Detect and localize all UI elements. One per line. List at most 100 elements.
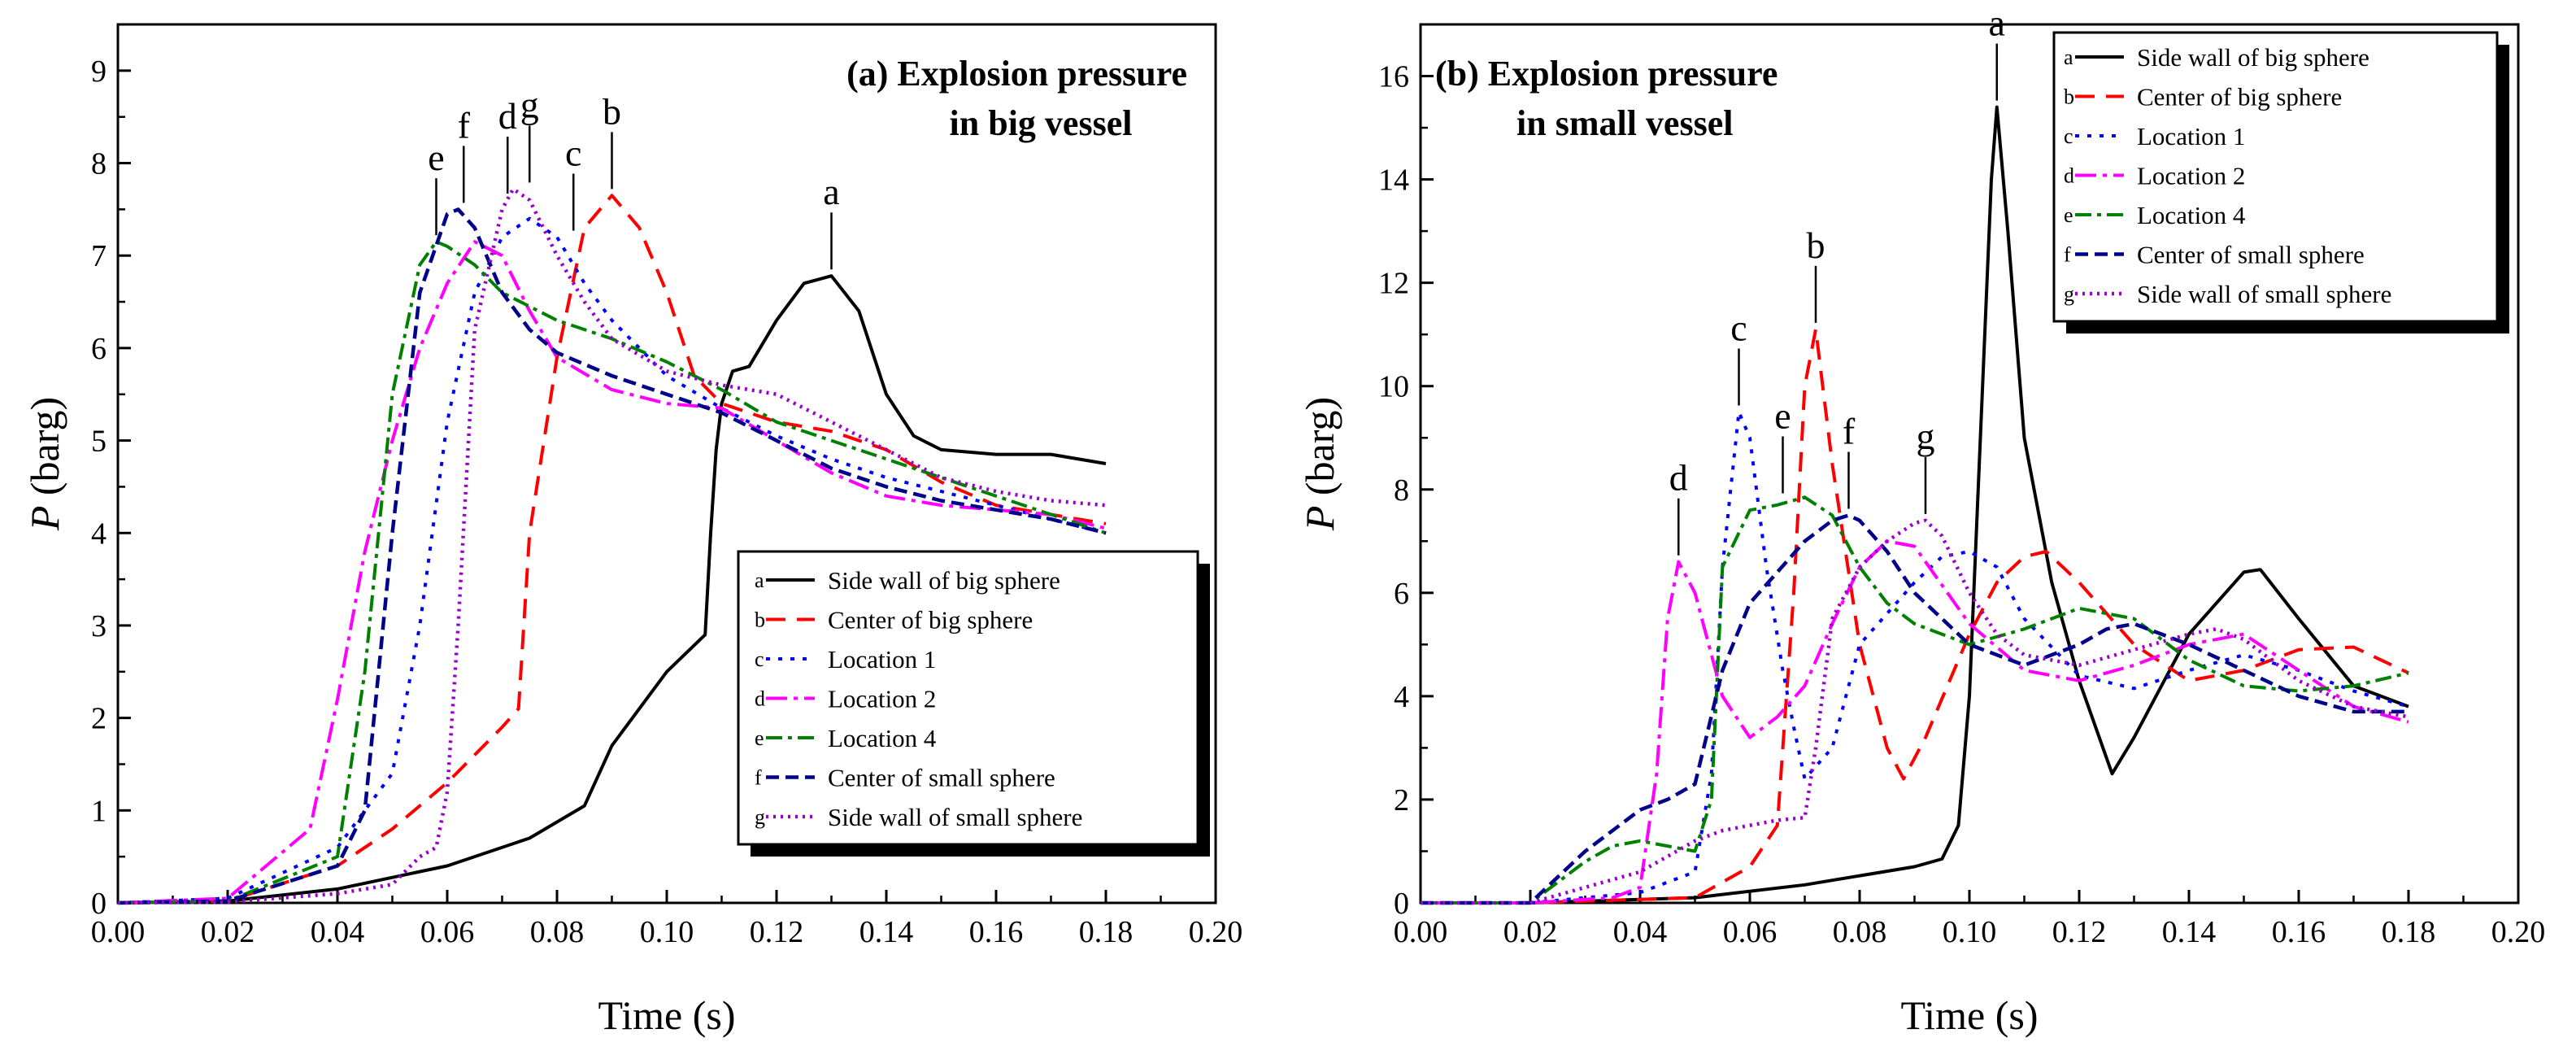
panel-title-line-1: (a) Explosion pressure [846,54,1187,94]
x-tick-label: 0.08 [1833,915,1887,949]
y-tick-label: 8 [1394,473,1409,508]
series-line-f [1421,513,2408,905]
x-tick-label: 0.16 [2272,915,2326,949]
y-tick-label: 6 [91,332,107,366]
peak-label-e: e [428,137,444,178]
legend-label-e: Location 4 [2137,201,2246,229]
series-line-c [1421,410,2409,905]
legend-label-b: Center of big sphere [828,606,1033,634]
peak-label-g: g [1917,416,1935,457]
x-tick-label: 0.10 [640,915,694,949]
legend-label-g: Side wall of small sphere [2137,280,2391,308]
legend-label-a: Side wall of big sphere [2137,43,2369,72]
series-line-a [1421,105,2409,905]
y-axis-title-unit: (barg) [1297,397,1342,506]
legend-label-e: Location 4 [828,724,937,752]
peak-label-d: d [1669,457,1688,499]
y-tick-label: 2 [91,702,107,736]
x-tick-label: 0.08 [530,915,585,949]
series-line-a [117,274,1107,905]
x-tick-label: 0.10 [1943,915,1997,949]
peak-label-c: c [565,132,581,173]
panel-title-line-2: in small vessel [1516,103,1733,143]
legend-key-e: e [755,726,764,750]
x-tick-label: 0.16 [969,915,1024,949]
y-tick-label: 6 [1394,577,1409,611]
data-series [117,187,1107,905]
legend-key-f: f [755,766,762,790]
y-tick-label: 4 [91,517,107,551]
y-tick-label: 7 [91,239,107,273]
legend-key-c: c [755,647,764,671]
data-series [1421,105,2409,905]
y-tick-label: 0 [91,887,107,921]
y-axis-title-symbol: P [1297,506,1342,532]
legend-key-c: c [2064,124,2073,148]
series-line-g [117,187,1107,905]
x-tick-label: 0.20 [1189,915,1243,949]
y-tick-label: 2 [1394,783,1409,817]
series-line-d [117,240,1107,905]
x-tick-label: 0.04 [311,915,365,949]
x-tick-label: 0.06 [1723,915,1778,949]
y-tick-label: 5 [91,425,107,459]
legend-label-b: Center of big sphere [2137,83,2342,111]
series-line-f [117,207,1107,905]
y-tick-label: 10 [1378,370,1409,404]
peak-label-b: b [603,90,621,132]
legend-label-c: Location 1 [2137,122,2245,150]
y-tick-label: 9 [91,54,107,89]
x-tick-label: 0.18 [2382,915,2436,949]
y-tick-label: 12 [1378,267,1409,301]
x-tick-label: 0.00 [91,915,146,949]
x-axis-title: Time (s) [598,992,735,1038]
series-line-g [1421,518,2409,905]
x-tick-label: 0.04 [1613,915,1668,949]
peak-label-d: d [498,95,517,137]
y-axis-title-unit: (barg) [22,397,67,506]
peak-label-b: b [1807,225,1825,266]
y-tick-label: 16 [1378,60,1409,94]
x-tick-label: 0.12 [750,915,804,949]
legend-key-f: f [2064,243,2071,267]
x-tick-label: 0.06 [420,915,475,949]
x-axis-title: Time (s) [1900,992,2038,1038]
x-tick-label: 0.02 [201,915,255,949]
series-line-b [1421,327,2409,905]
y-tick-label: 1 [91,794,107,828]
legend-label-f: Center of small sphere [2137,241,2365,269]
series-line-b [117,194,1107,905]
peak-label-a: a [823,171,839,212]
y-tick-label: 3 [91,609,107,643]
legend-key-d: d [755,687,765,711]
x-tick-label: 0.02 [1503,915,1558,949]
peak-label-e: e [1774,395,1791,436]
y-axis-title: P (barg) [1297,397,1342,531]
legend-key-a: a [2064,46,2073,69]
legend-label-d: Location 2 [828,685,936,713]
legend-key-b: b [755,608,765,632]
series-line-d [1421,539,2409,905]
x-tick-label: 0.14 [859,915,914,949]
y-axis-title: P (barg) [22,397,67,531]
legend-label-g: Side wall of small sphere [828,803,1082,831]
panel-b-small-vessel: 0.00 0.02 0.04 0.06 0.08 0.10 0.12 0.14 0.16 0.18… [1297,2,2545,1038]
x-tick-label: 0.18 [1079,915,1134,949]
peak-label-f: f [458,104,471,146]
legend-key-d: d [2064,164,2074,188]
y-tick-label: 8 [91,147,107,181]
axis-ticks: 0.00 0.02 0.04 0.06 0.08 0.10 0.12 0.14 0.16 0.18… [1378,23,2546,949]
x-tick-label: 0.20 [2491,915,2546,949]
panel-a-big-vessel: 0.00 0.02 0.04 0.06 0.08 0.10 0.12 0.14 0.16 0.18… [22,23,1243,1038]
y-tick-label: 14 [1378,163,1409,198]
y-tick-label: 4 [1394,680,1409,714]
legend: a Side wall of big sphere b Center of big s… [737,550,1210,857]
legend-label-a: Side wall of big sphere [828,566,1060,595]
series-line-e [117,240,1107,905]
legend-label-c: Location 1 [828,645,936,674]
x-tick-label: 0.12 [2052,915,2107,949]
legend: a Side wall of big sphere b Center of big s… [2052,31,2509,334]
